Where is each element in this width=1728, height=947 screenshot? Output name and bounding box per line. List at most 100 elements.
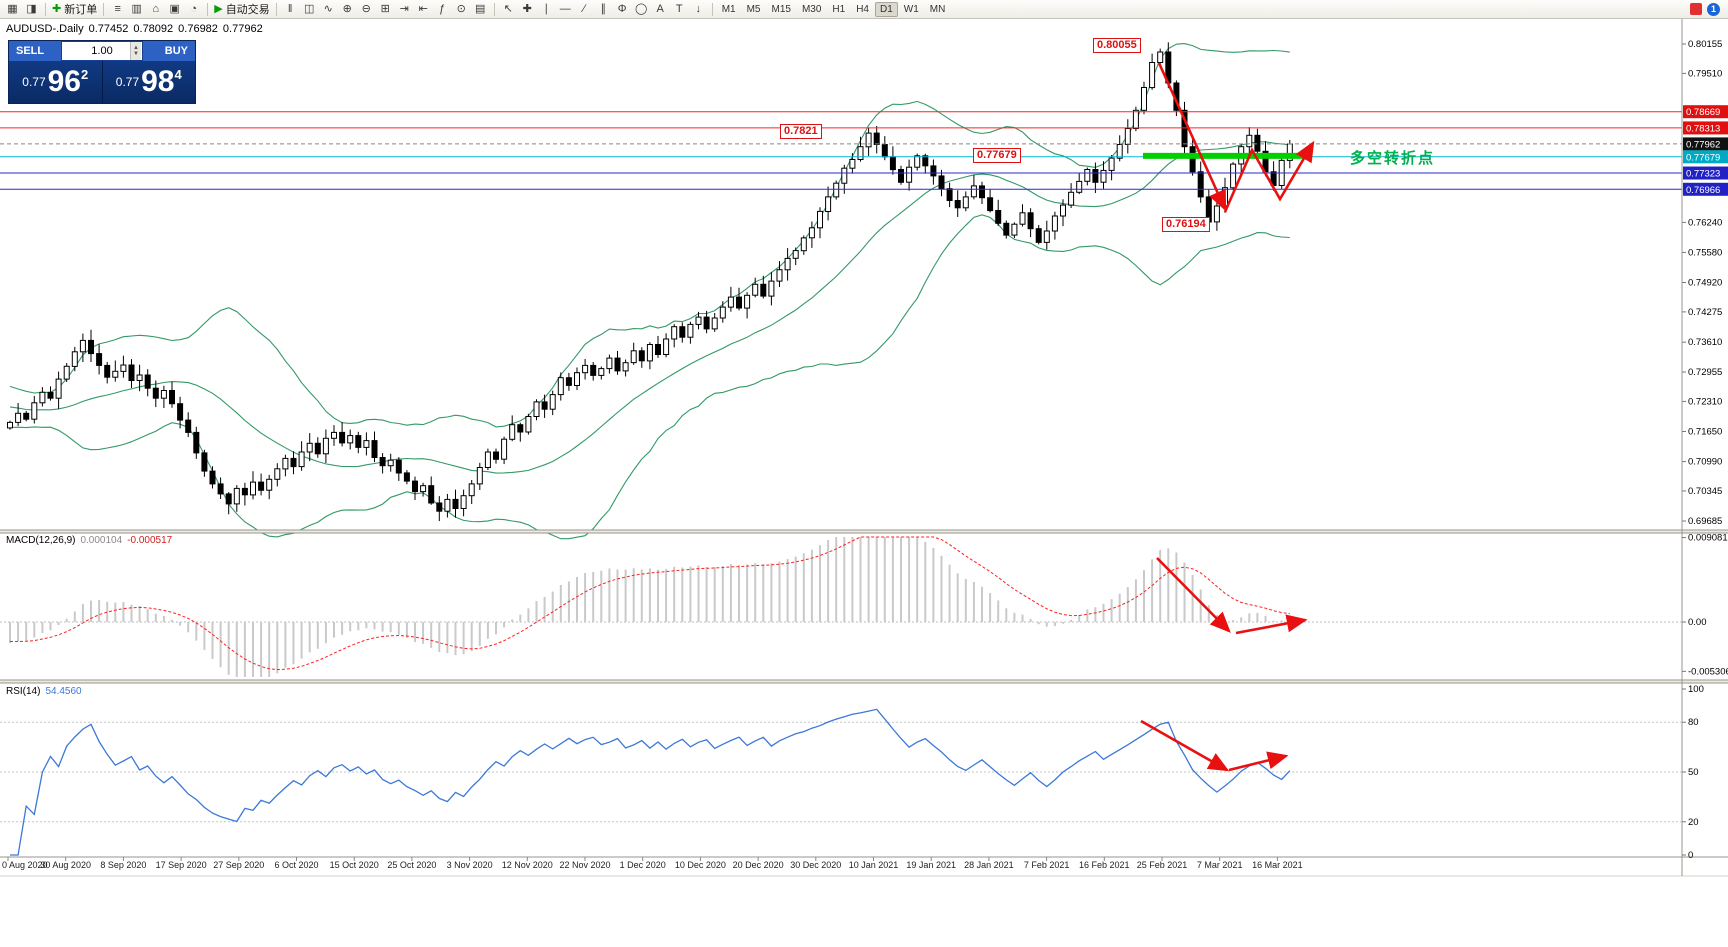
strategy-tester-button[interactable]: ◔ xyxy=(184,1,203,18)
svg-text:50: 50 xyxy=(1688,767,1699,778)
timeframe-H1-button[interactable]: H1 xyxy=(832,3,846,15)
pane-separators[interactable] xyxy=(0,19,1728,877)
templates-button[interactable]: ▤ xyxy=(471,1,490,18)
tile-windows-button[interactable]: ⊞ xyxy=(376,1,395,18)
price-axis[interactable]: 0.80155 0.79510 0.76240 0.75580 0.74920 0.742… xyxy=(1682,39,1722,527)
svg-text:8 Sep 2020: 8 Sep 2020 xyxy=(100,860,146,870)
candlestick-chart-button[interactable]: ◫ xyxy=(300,1,319,18)
arrows-tool-button[interactable]: ↓ xyxy=(689,1,708,18)
volume-stepper[interactable]: ▲ ▼ xyxy=(130,42,141,60)
ohlc-open: 0.77452 xyxy=(88,23,129,35)
svg-text:0.00: 0.00 xyxy=(1688,617,1707,628)
timeframe-MN-button[interactable]: MN xyxy=(929,3,946,15)
alert-icon[interactable] xyxy=(1690,3,1702,15)
ask-big-figure: 98 xyxy=(141,65,175,98)
svg-text:16 Feb 2021: 16 Feb 2021 xyxy=(1079,860,1130,870)
fibonacci-icon: Φ xyxy=(617,2,627,15)
new-chart-icon: ▦ xyxy=(7,2,18,15)
annotation-peak-price[interactable]: 0.80055 xyxy=(1093,38,1141,53)
candlestick-chart-icon: ◫ xyxy=(303,2,315,15)
trendline-button[interactable]: ∕ xyxy=(575,1,594,18)
navigator-icon: ⌂ xyxy=(152,2,160,15)
terminal-button[interactable]: ▣ xyxy=(165,1,184,18)
svg-text:0 Aug 2020: 0 Aug 2020 xyxy=(2,860,48,870)
sell-price-button[interactable]: 0.77 96 2 xyxy=(9,61,103,103)
shapes-button[interactable]: ◯ xyxy=(632,1,651,18)
text-button[interactable]: A xyxy=(651,1,670,18)
annotation-jan-high[interactable]: 0.7821 xyxy=(780,124,822,139)
rsi-layer: 100 80 50 20 0 xyxy=(0,684,1704,861)
timeframe-H4-button[interactable]: H4 xyxy=(856,3,869,15)
svg-text:10 Jan 2021: 10 Jan 2021 xyxy=(849,860,899,870)
terminal-icon: ▣ xyxy=(169,2,180,15)
periods-button[interactable]: ⊙ xyxy=(452,1,471,18)
market-watch-button[interactable]: ≡ xyxy=(108,1,127,18)
trendline-icon: ∕ xyxy=(583,2,586,15)
data-window-button[interactable]: ▥ xyxy=(127,1,146,18)
main-toolbar: ▦ ◨ ✚ 新订单 ≡ ▥ ⌂ ▣ ◔ ▶ 自动交易 ‖ ◫ ∿ ⊕ ⊖ ⊞ ⇥ ⇤ ƒ ⊙ ▤ ↖ ✚ ∣ ― ∕ ∥… xyxy=(0,0,1728,19)
timeframe-D1-button[interactable]: D1 xyxy=(875,1,898,17)
toolbar-group-windows: ▦ ◨ xyxy=(3,1,41,18)
ask-prefix: 0.77 xyxy=(115,75,140,89)
stepper-down-icon[interactable]: ▼ xyxy=(133,51,139,57)
auto-scroll-button[interactable]: ⇥ xyxy=(395,1,414,18)
sell-button[interactable]: SELL xyxy=(16,45,45,57)
text-label-button[interactable]: T xyxy=(670,1,689,18)
svg-text:28 Jan 2021: 28 Jan 2021 xyxy=(964,860,1014,870)
annotation-trough-price[interactable]: 0.76194 xyxy=(1162,217,1210,232)
crosshair-button[interactable]: ✚ xyxy=(518,1,537,18)
strategy-tester-icon: ◔ xyxy=(190,2,198,15)
channel-button[interactable]: ∥ xyxy=(594,1,613,18)
bar-chart-button[interactable]: ‖ xyxy=(281,1,300,18)
notification-badge[interactable]: 1 xyxy=(1707,2,1720,16)
svg-text:17 Sep 2020: 17 Sep 2020 xyxy=(156,860,207,870)
line-chart-button[interactable]: ∿ xyxy=(319,1,338,18)
svg-text:0.80155: 0.80155 xyxy=(1688,39,1722,50)
timeframe-M30-button[interactable]: M30 xyxy=(801,3,822,15)
arrows-tool-icon: ↓ xyxy=(695,2,701,15)
chart-shift-button[interactable]: ⇤ xyxy=(414,1,433,18)
trade-panel-prices: 0.77 96 2 0.77 98 4 xyxy=(9,61,195,103)
turning-point-bar[interactable] xyxy=(1143,152,1312,159)
timeframe-M15-button[interactable]: M15 xyxy=(771,3,791,15)
ask-pipette: 4 xyxy=(174,67,182,82)
vertical-line-button[interactable]: ∣ xyxy=(537,1,556,18)
cursor-button[interactable]: ↖ xyxy=(499,1,518,18)
svg-text:27 Sep 2020: 27 Sep 2020 xyxy=(213,860,264,870)
volume-value: 1.00 xyxy=(91,45,113,57)
horizontal-line-button[interactable]: ― xyxy=(556,1,575,18)
symbol-name: AUDUSD-.Daily xyxy=(6,23,84,35)
autotrading-button[interactable]: ▶ 自动交易 xyxy=(212,1,271,18)
timeframe-M1-button[interactable]: M1 xyxy=(721,3,736,15)
zoom-out-icon: ⊖ xyxy=(361,2,371,15)
svg-text:25 Feb 2021: 25 Feb 2021 xyxy=(1137,860,1188,870)
timeframe-W1-button[interactable]: W1 xyxy=(903,3,919,15)
svg-text:0.77323: 0.77323 xyxy=(1686,169,1720,180)
annotation-mid-level[interactable]: 0.77679 xyxy=(973,148,1021,163)
stepper-up-icon[interactable]: ▲ xyxy=(133,45,139,51)
new-chart-button[interactable]: ▦ xyxy=(3,1,22,18)
level-lines-layer[interactable]: 0.78669 0.78313 0.77962 0.77679 0.77323 0.769… xyxy=(0,105,1728,196)
horizontal-line-icon: ― xyxy=(559,2,571,15)
svg-text:30 Dec 2020: 30 Dec 2020 xyxy=(790,860,841,870)
trend-arrows-layer[interactable] xyxy=(1140,62,1315,772)
zoom-in-button[interactable]: ⊕ xyxy=(338,1,357,18)
buy-button[interactable]: BUY xyxy=(164,45,188,57)
periods-icon: ⊙ xyxy=(456,2,466,15)
buy-price-button[interactable]: 0.77 98 4 xyxy=(103,61,196,103)
svg-text:10 Dec 2020: 10 Dec 2020 xyxy=(675,860,726,870)
fibonacci-button[interactable]: Φ xyxy=(613,1,632,18)
timeframe-M5-button[interactable]: M5 xyxy=(746,3,761,15)
toolbar-group-timeframes: M1 M5 M15 M30 H1 H4 D1 W1 MN xyxy=(717,1,951,17)
indicators-button[interactable]: ƒ xyxy=(433,1,452,18)
toolbar-separator xyxy=(493,2,495,16)
navigator-button[interactable]: ⌂ xyxy=(146,1,165,18)
volume-input[interactable]: 1.00 ▲ ▼ xyxy=(61,41,143,61)
zoom-out-button[interactable]: ⊖ xyxy=(357,1,376,18)
turning-point-text[interactable]: 多空转折点 xyxy=(1350,150,1436,167)
new-order-button[interactable]: ✚ 新订单 xyxy=(50,1,99,18)
window-profile-button[interactable]: ◨ xyxy=(22,1,41,18)
svg-text:12 Nov 2020: 12 Nov 2020 xyxy=(502,860,553,870)
